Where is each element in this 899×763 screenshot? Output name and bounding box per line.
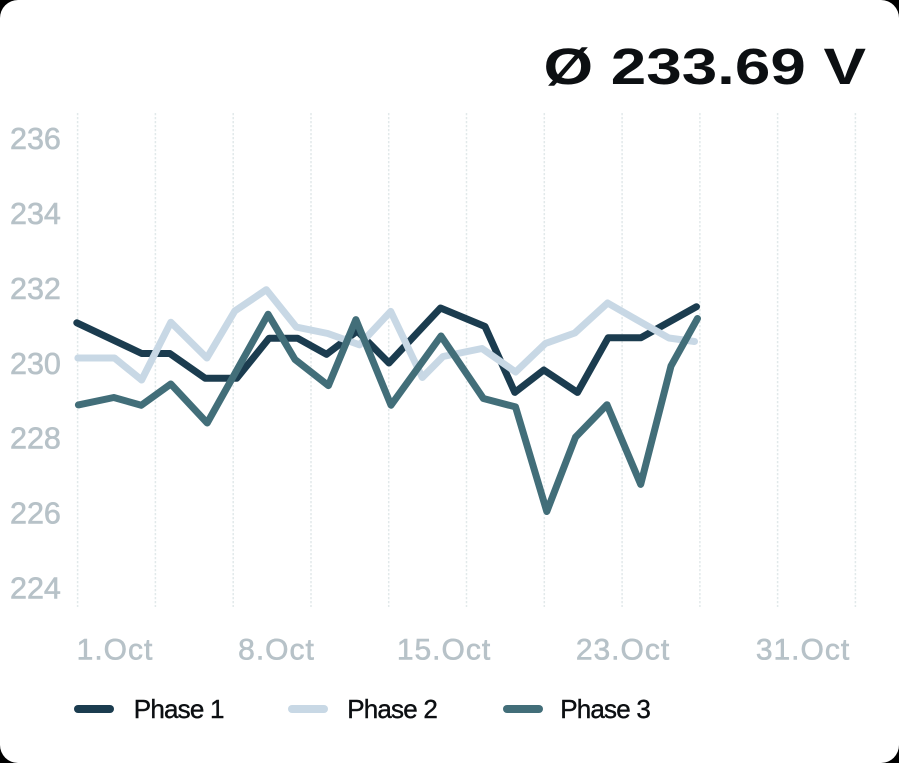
svg-text:8.Oct: 8.Oct: [238, 634, 315, 667]
svg-text:232: 232: [10, 272, 61, 306]
svg-text:31.Oct: 31.Oct: [756, 634, 850, 667]
svg-text:234: 234: [10, 197, 61, 231]
svg-text:230: 230: [10, 347, 61, 381]
svg-text:226: 226: [10, 497, 61, 531]
svg-text:23.Oct: 23.Oct: [576, 634, 670, 667]
svg-text:228: 228: [10, 422, 61, 456]
svg-text:224: 224: [10, 572, 61, 606]
svg-text:15.Oct: 15.Oct: [397, 634, 491, 667]
svg-text:1.Oct: 1.Oct: [77, 634, 154, 667]
svg-text:236: 236: [10, 122, 61, 156]
